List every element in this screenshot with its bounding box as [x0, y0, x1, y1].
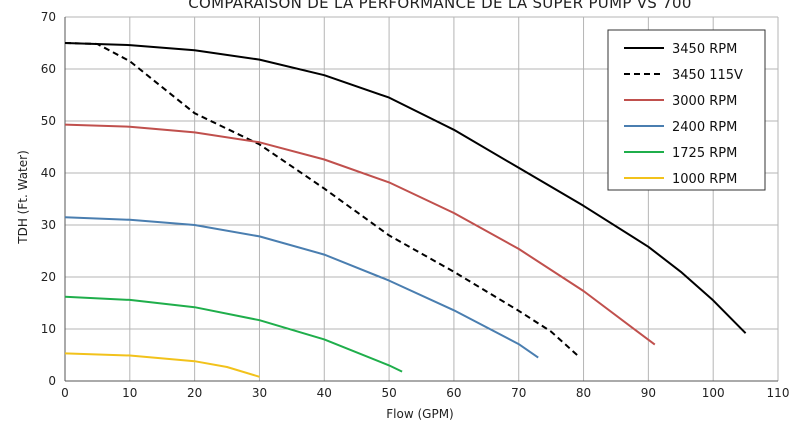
- tick-labels: 0 10 20 30 40 50 60 70 80 90 100 110 0 10 20 30 40 50 60 70: [41, 10, 790, 400]
- y-tick-label: 10: [41, 322, 56, 336]
- series-line-2400-rpm: [64, 216, 539, 359]
- x-axis-title: Flow (GPM): [386, 407, 453, 421]
- x-tick-label: 110: [767, 386, 790, 400]
- chart-title: COMPARAISON DE LA PERFORMANCE DE LA SUPE…: [188, 0, 691, 12]
- y-tick-label: 20: [41, 270, 56, 284]
- y-tick-label: 0: [48, 374, 56, 388]
- axes: [64, 17, 778, 382]
- series-line-3000-rpm: [64, 123, 656, 346]
- y-tick-label: 70: [41, 10, 56, 24]
- series-lines: [64, 42, 747, 378]
- y-tick-label: 30: [41, 218, 56, 232]
- series-line-3450-115v: [64, 42, 578, 356]
- x-tick-label: 0: [61, 386, 69, 400]
- legend-label: 3450 115V: [672, 68, 743, 83]
- legend-label: 1000 RPM: [672, 172, 737, 187]
- x-tick-label: 30: [252, 386, 267, 400]
- x-tick-label: 40: [317, 386, 332, 400]
- x-tick-label: 60: [446, 386, 461, 400]
- y-tick-label: 60: [41, 62, 56, 76]
- y-axis-title: TDH (Ft. Water): [16, 150, 30, 244]
- x-tick-label: 10: [122, 386, 137, 400]
- y-tick-label: 50: [41, 114, 56, 128]
- x-tick-label: 90: [641, 386, 656, 400]
- legend-label: 2400 RPM: [672, 120, 737, 135]
- legend: 3450 RPM 3450 115V 3000 RPM 2400 RPM 1725 RP…: [607, 29, 766, 191]
- x-tick-label: 20: [187, 386, 202, 400]
- series-line-1000-rpm: [64, 352, 260, 378]
- x-tick-label: 70: [511, 386, 526, 400]
- legend-box: [607, 29, 766, 191]
- x-tick-label: 100: [702, 386, 725, 400]
- legend-label: 3000 RPM: [672, 94, 737, 109]
- legend-label: 1725 RPM: [672, 146, 737, 161]
- series-line-3450-rpm: [64, 42, 747, 334]
- x-tick-label: 80: [576, 386, 591, 400]
- x-tick-label: 50: [381, 386, 396, 400]
- series-line-1725-rpm: [64, 295, 403, 373]
- grid: [65, 16, 779, 381]
- legend-label: 3450 RPM: [672, 42, 737, 57]
- y-tick-label: 40: [41, 166, 56, 180]
